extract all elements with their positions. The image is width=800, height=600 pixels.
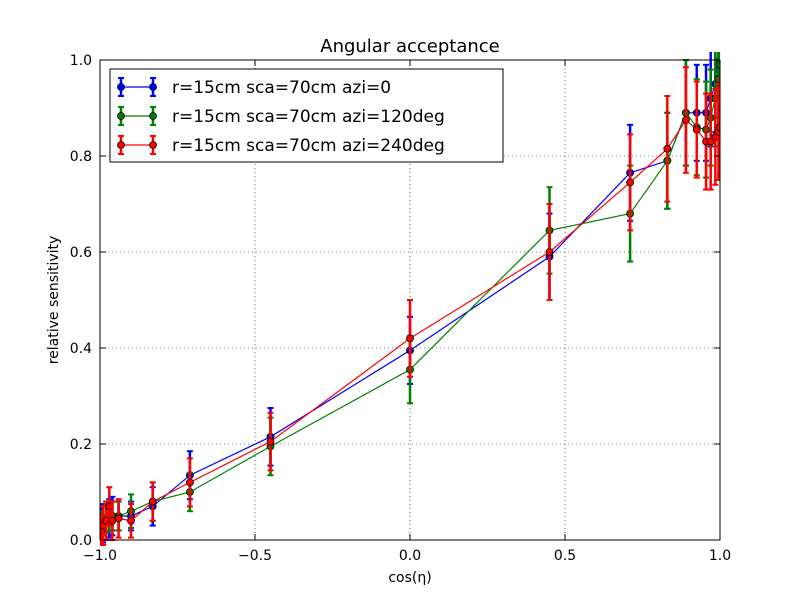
- data-point: [114, 514, 123, 523]
- x-tick-label: 1.0: [709, 548, 731, 564]
- y-tick-label: 0.4: [70, 341, 92, 357]
- chart-title: Angular acceptance: [320, 36, 500, 57]
- legend-marker: [149, 112, 157, 120]
- data-point: [692, 125, 701, 134]
- series-2: [100, 66, 720, 546]
- y-tick-label: 0.2: [70, 437, 92, 453]
- legend-label: r=15cm sca=70cm azi=0: [172, 78, 391, 98]
- legend-entry-0: r=15cm sca=70cm azi=0: [117, 77, 391, 98]
- data-point: [148, 497, 157, 506]
- data-point: [406, 334, 414, 343]
- legend-marker: [117, 141, 125, 149]
- data-point: [716, 60, 720, 69]
- axis-ticks: −1.0 −0.5 0.0 0.5 1.0 0.0 0.2 0.4 0.6 0.8 1.0: [70, 53, 731, 564]
- data-point: [663, 144, 672, 153]
- legend-marker: [149, 83, 157, 91]
- legend-marker: [117, 83, 125, 91]
- data-point: [682, 116, 690, 124]
- y-axis-label: relative sensitivity: [46, 236, 62, 365]
- legend-box: [109, 68, 504, 163]
- data-point: [185, 478, 194, 487]
- legend-marker: [149, 141, 157, 149]
- x-axis-label: cos(η): [388, 570, 431, 586]
- y-tick-label: 1.0: [70, 53, 92, 69]
- x-tick-label: −0.5: [238, 548, 272, 564]
- series-layer: [100, 52, 720, 546]
- legend-entry-2: r=15cm sca=70cm azi=240deg: [117, 135, 445, 156]
- y-tick-label: 0.0: [70, 533, 92, 549]
- data-point: [266, 437, 275, 446]
- data-point: [545, 248, 554, 256]
- legend-label: r=15cm sca=70cm azi=240deg: [172, 136, 445, 156]
- legend-entry-1: r=15cm sca=70cm azi=120deg: [117, 106, 445, 127]
- legend-label: r=15cm sca=70cm azi=120deg: [172, 107, 445, 127]
- data-point: [127, 516, 135, 525]
- y-tick-label: 0.8: [70, 149, 92, 165]
- data-point: [626, 178, 634, 187]
- legend: r=15cm sca=70cm azi=0 r=15cm sca=70cm azi…: [109, 68, 504, 163]
- data-point: [716, 123, 720, 132]
- y-tick-label: 0.6: [70, 245, 92, 261]
- legend-marker: [117, 112, 125, 120]
- x-tick-label: 0.0: [399, 548, 421, 564]
- x-tick-label: 0.5: [554, 548, 576, 564]
- x-tick-label: −1.0: [83, 548, 117, 564]
